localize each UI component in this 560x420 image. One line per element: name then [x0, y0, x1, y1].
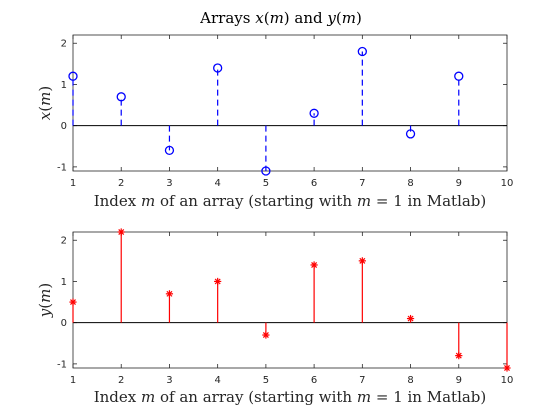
x-tick-label: 7: [359, 178, 365, 189]
stem-marker: [214, 277, 222, 286]
x-axis-label: Index m of an array (starting with m = 1…: [94, 388, 487, 406]
stem-marker: [455, 352, 463, 360]
x-tick-label: 6: [311, 178, 317, 189]
y-tick-label: 2: [61, 39, 67, 50]
x-tick-label: 9: [456, 178, 462, 189]
y-tick-label: -1: [57, 162, 67, 173]
plot-area: [72, 34, 508, 172]
y-axis-label: y(m): [36, 283, 54, 318]
asterisk-stroke: [407, 315, 414, 322]
x-tick-label: 10: [501, 375, 514, 386]
y-subplot: 1 2 3 4 5 6 7 8 9 10 -1 0 1 2 Index m of an array (sta…: [36, 228, 513, 406]
asterisk-stroke: [359, 257, 366, 264]
y-tick-label: 1: [61, 277, 67, 288]
asterisk-stroke: [262, 332, 269, 338]
stem-marker: [503, 364, 511, 372]
y-axis-label: x(m): [36, 86, 54, 120]
asterisk-stroke: [166, 290, 173, 297]
x-tick-label: 9: [456, 375, 462, 386]
x-tick-label: 3: [166, 178, 172, 189]
stem-marker: [454, 71, 464, 81]
x-tick-label: 1: [70, 375, 76, 386]
stem-marker: [309, 108, 319, 118]
x-tick-label: 6: [311, 375, 317, 386]
y-tick-label: 1: [61, 80, 67, 91]
asterisk-stroke: [214, 278, 221, 285]
y-tick-label: 0: [61, 121, 67, 132]
y-tick-label: 0: [61, 318, 67, 329]
stem-marker: [117, 228, 125, 236]
asterisk-stroke: [455, 352, 462, 359]
x-tick-label: 1: [70, 178, 76, 189]
x-tick-label: 8: [407, 375, 413, 386]
asterisk-stroke: [504, 365, 510, 371]
plot-area: [72, 231, 508, 369]
asterisk-stroke: [311, 262, 318, 268]
stem-marker: [358, 257, 366, 265]
x-tick-label: 10: [501, 178, 514, 189]
chart-title: Arrays x(m) and y(m): [199, 9, 362, 27]
x-tick-label: 4: [214, 375, 220, 386]
stem-marker: [357, 46, 367, 57]
stem-marker: [405, 129, 416, 139]
x-tick-label: 5: [263, 375, 269, 386]
stem-marker: [262, 331, 270, 339]
x-subplot: 1 2 3 4 5 6 7 8 9 10 -1 0 1 2 Index m of an array (sta…: [36, 34, 514, 210]
x-tick-label: 4: [214, 178, 220, 189]
stem-marker: [164, 145, 175, 156]
stem-marker: [213, 63, 223, 73]
stem-marker: [406, 314, 415, 323]
x-tick-label: 8: [407, 178, 413, 189]
stem-marker: [310, 261, 318, 269]
x-tick-label: 7: [359, 375, 365, 386]
x-axis-label: Index m of an array (starting with m = 1…: [94, 192, 487, 210]
x-tick-label: 2: [118, 178, 124, 189]
stem-marker: [68, 71, 78, 81]
stem-marker: [261, 166, 271, 176]
stem-marker: [116, 92, 126, 102]
x-tick-label: 2: [118, 375, 124, 386]
asterisk-stroke: [70, 299, 76, 306]
asterisk-stroke: [118, 229, 125, 235]
stem-marker: [69, 298, 77, 306]
y-tick-label: 2: [61, 236, 67, 247]
stem-marker: [165, 290, 174, 298]
x-tick-label: 5: [263, 178, 269, 189]
x-tick-label: 3: [166, 375, 172, 386]
y-tick-label: -1: [57, 359, 67, 370]
